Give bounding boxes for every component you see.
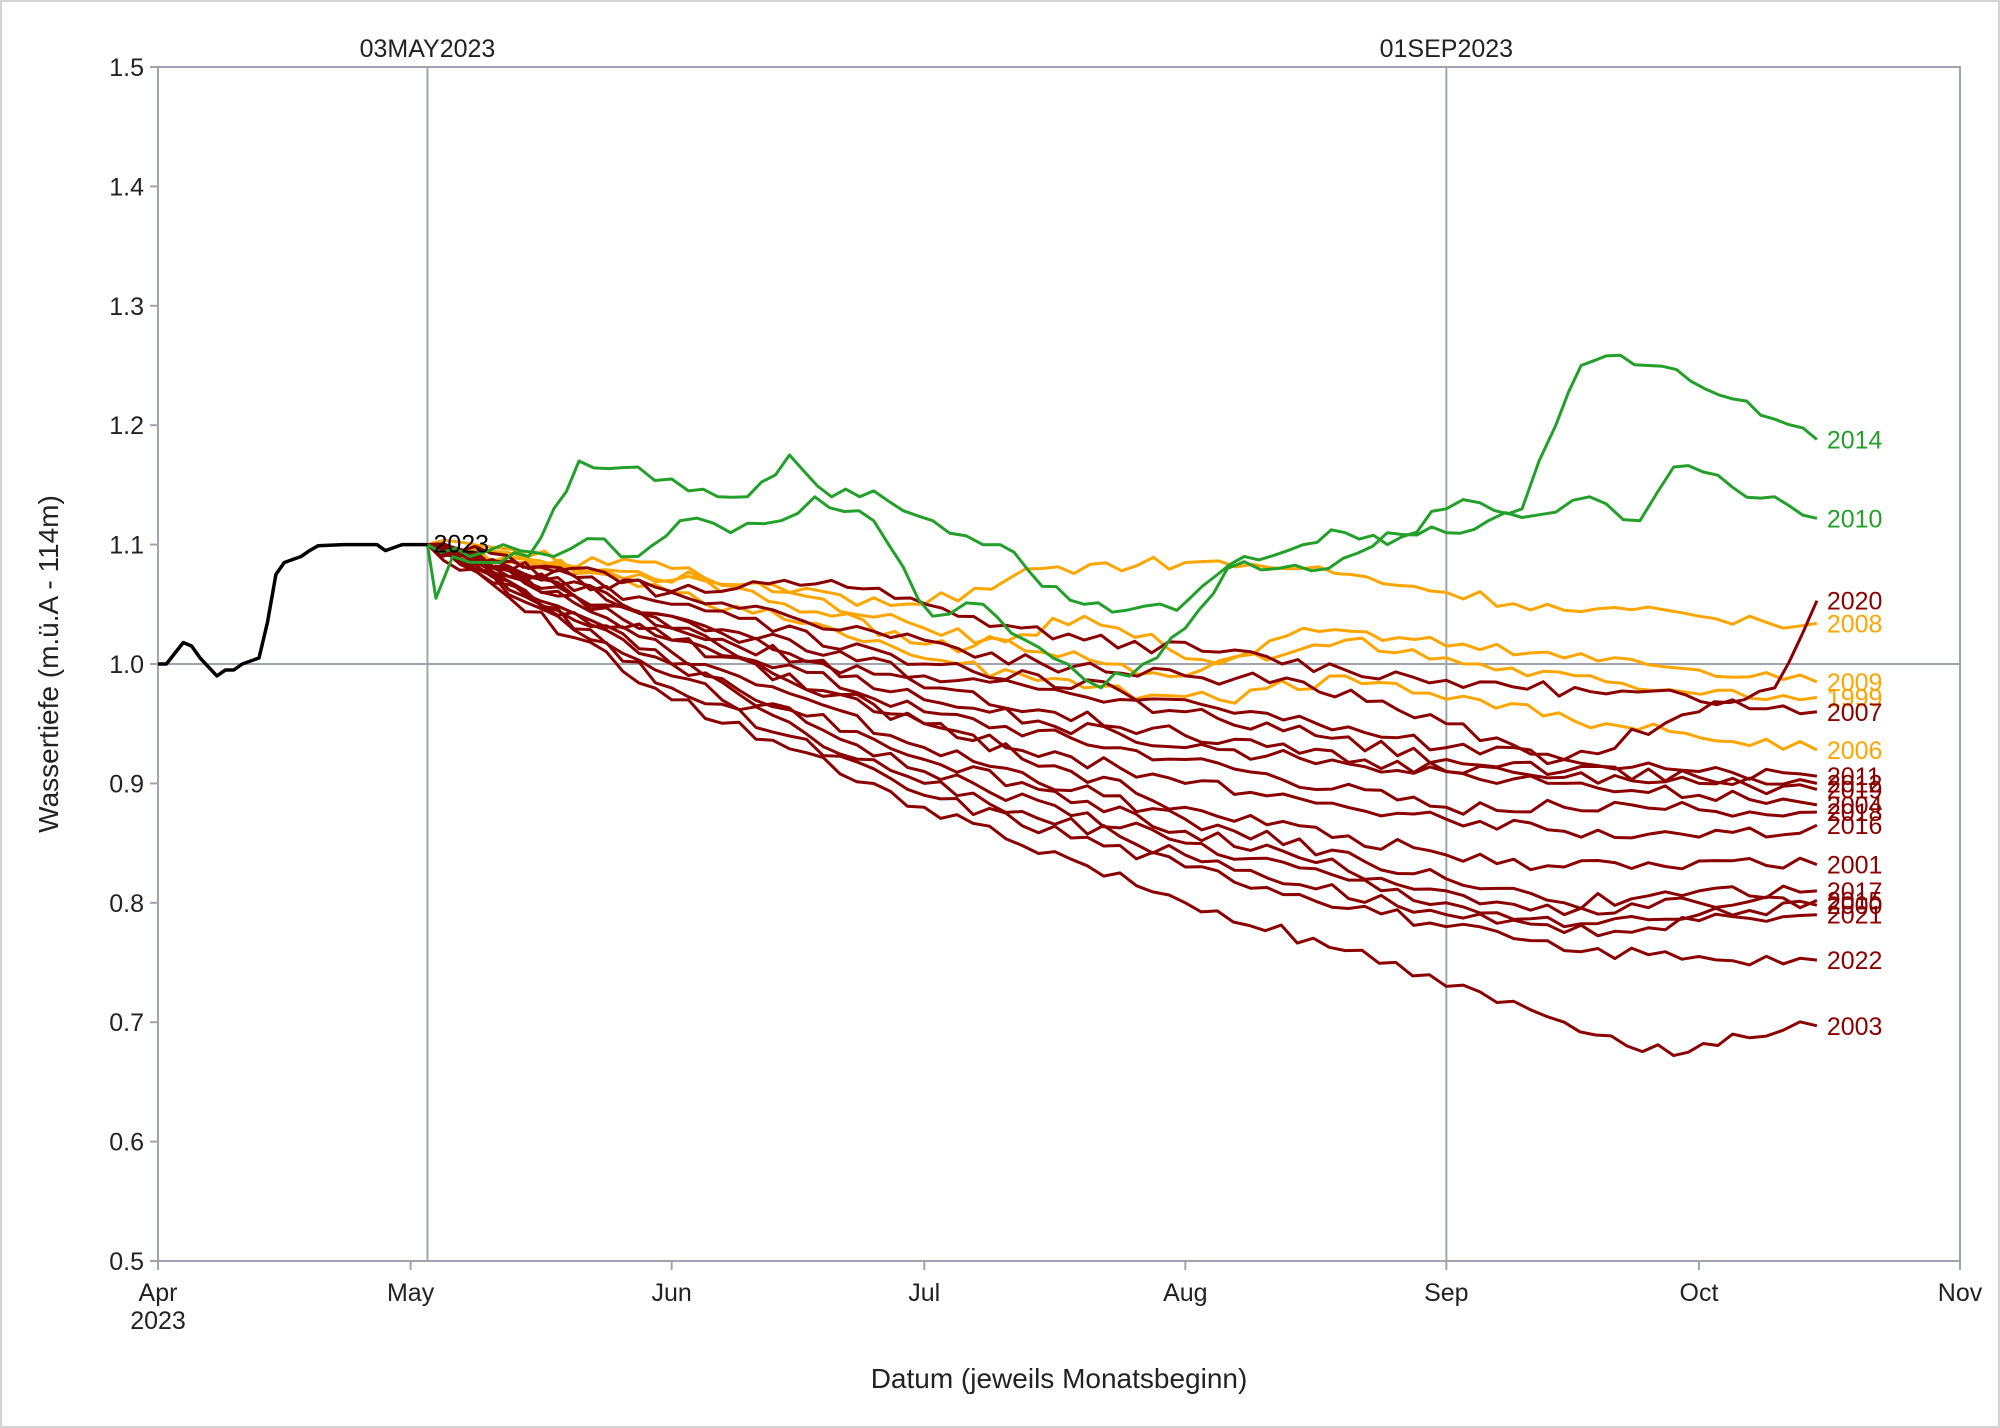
series-label-2022: 2022 [1827, 947, 1883, 975]
series-label-2017: 2017 [1827, 878, 1883, 906]
series-label-2016: 2016 [1827, 812, 1883, 840]
series-line-2008 [427, 543, 1818, 630]
series-line-2021 [427, 543, 1817, 938]
series-line-2016 [426, 543, 1818, 840]
series-line-2010 [426, 464, 1818, 690]
x-tick-label: Nov [1938, 1279, 1983, 1307]
series-label-2021: 2021 [1827, 902, 1883, 930]
series-line-2011 [427, 543, 1818, 781]
y-axis-title: Wassertiefe (m.ü.A - 114m) [33, 495, 64, 833]
y-tick-label: 1.2 [109, 412, 144, 440]
x-tick-label: Jun [651, 1279, 691, 1307]
series-line-2009 [427, 538, 1818, 684]
series-label-2004: 2004 [1827, 792, 1883, 820]
series-line-1999 [426, 543, 1818, 702]
y-tick-label: 1.5 [109, 54, 144, 82]
series-label-2001: 2001 [1827, 852, 1883, 880]
y-tick-label: 0.5 [109, 1248, 144, 1276]
reference-lines: 03MAY2023 01SEP2023 [158, 35, 1960, 1261]
series-label-2010: 2010 [1827, 505, 1883, 533]
series-label-2018: 2018 [1827, 799, 1883, 827]
series-line-2015 [427, 543, 1818, 917]
x-tick-label: Jul [908, 1279, 940, 1307]
series-label-1999: 1999 [1827, 684, 1883, 712]
series-line-2018 [427, 543, 1817, 818]
series-label-2008: 2008 [1827, 610, 1883, 638]
series-line-2000 [427, 543, 1818, 929]
x-tick-label: Oct [1680, 1279, 1719, 1307]
x-tick-sublabel: 2023 [130, 1307, 186, 1335]
series-label-2019: 2019 [1827, 776, 1883, 804]
series-label-2015: 2015 [1827, 887, 1883, 915]
series-layer [426, 353, 1819, 1058]
series-label-2000: 2000 [1827, 892, 1883, 920]
series-label-current: 2023 [433, 531, 489, 559]
series-line-2001 [427, 542, 1818, 872]
series-line-2022 [426, 543, 1818, 967]
y-tick-label: 1.4 [109, 173, 144, 201]
y-tick-label: 0.8 [109, 890, 144, 918]
y-tick-label: 1.3 [109, 293, 144, 321]
x-tick-label: May [387, 1279, 435, 1307]
series-line-2019 [427, 543, 1818, 796]
series-line-current [158, 542, 428, 678]
y-axis: 0.5 0.6 0.7 0.8 0.9 1.0 1.1 1.2 1.3 1.4 1.5 [109, 54, 158, 1276]
series-label-2020: 2020 [1827, 588, 1883, 616]
series-line-2003 [426, 543, 1818, 1058]
reference-line-label: 01SEP2023 [1380, 35, 1513, 63]
series-label-2003: 2003 [1827, 1013, 1883, 1041]
series-label-2007: 2007 [1827, 699, 1883, 727]
series-label-2006: 2006 [1827, 737, 1883, 765]
series-label-2012: 2012 [1827, 770, 1883, 798]
series-line-2007 [427, 543, 1818, 716]
series-label-2014: 2014 [1827, 427, 1883, 455]
y-tick-label: 1.0 [109, 651, 144, 679]
current-series-layer: 2023 [158, 531, 489, 678]
series-label-2011: 2011 [1827, 763, 1881, 791]
y-tick-label: 0.6 [109, 1129, 144, 1157]
series-label-2009: 2009 [1827, 669, 1883, 697]
x-tick-label: Apr [139, 1279, 178, 1307]
reference-line-label: 03MAY2023 [360, 35, 496, 63]
x-axis-title: Datum (jeweils Monatsbeginn) [871, 1363, 1248, 1394]
series-line-2004 [427, 543, 1818, 807]
series-line-2014 [426, 353, 1818, 614]
y-tick-label: 1.1 [109, 532, 144, 560]
x-tick-label: Aug [1163, 1279, 1207, 1307]
y-tick-label: 0.9 [109, 770, 144, 798]
x-tick-label: Sep [1424, 1279, 1468, 1307]
y-tick-label: 0.7 [109, 1009, 144, 1037]
